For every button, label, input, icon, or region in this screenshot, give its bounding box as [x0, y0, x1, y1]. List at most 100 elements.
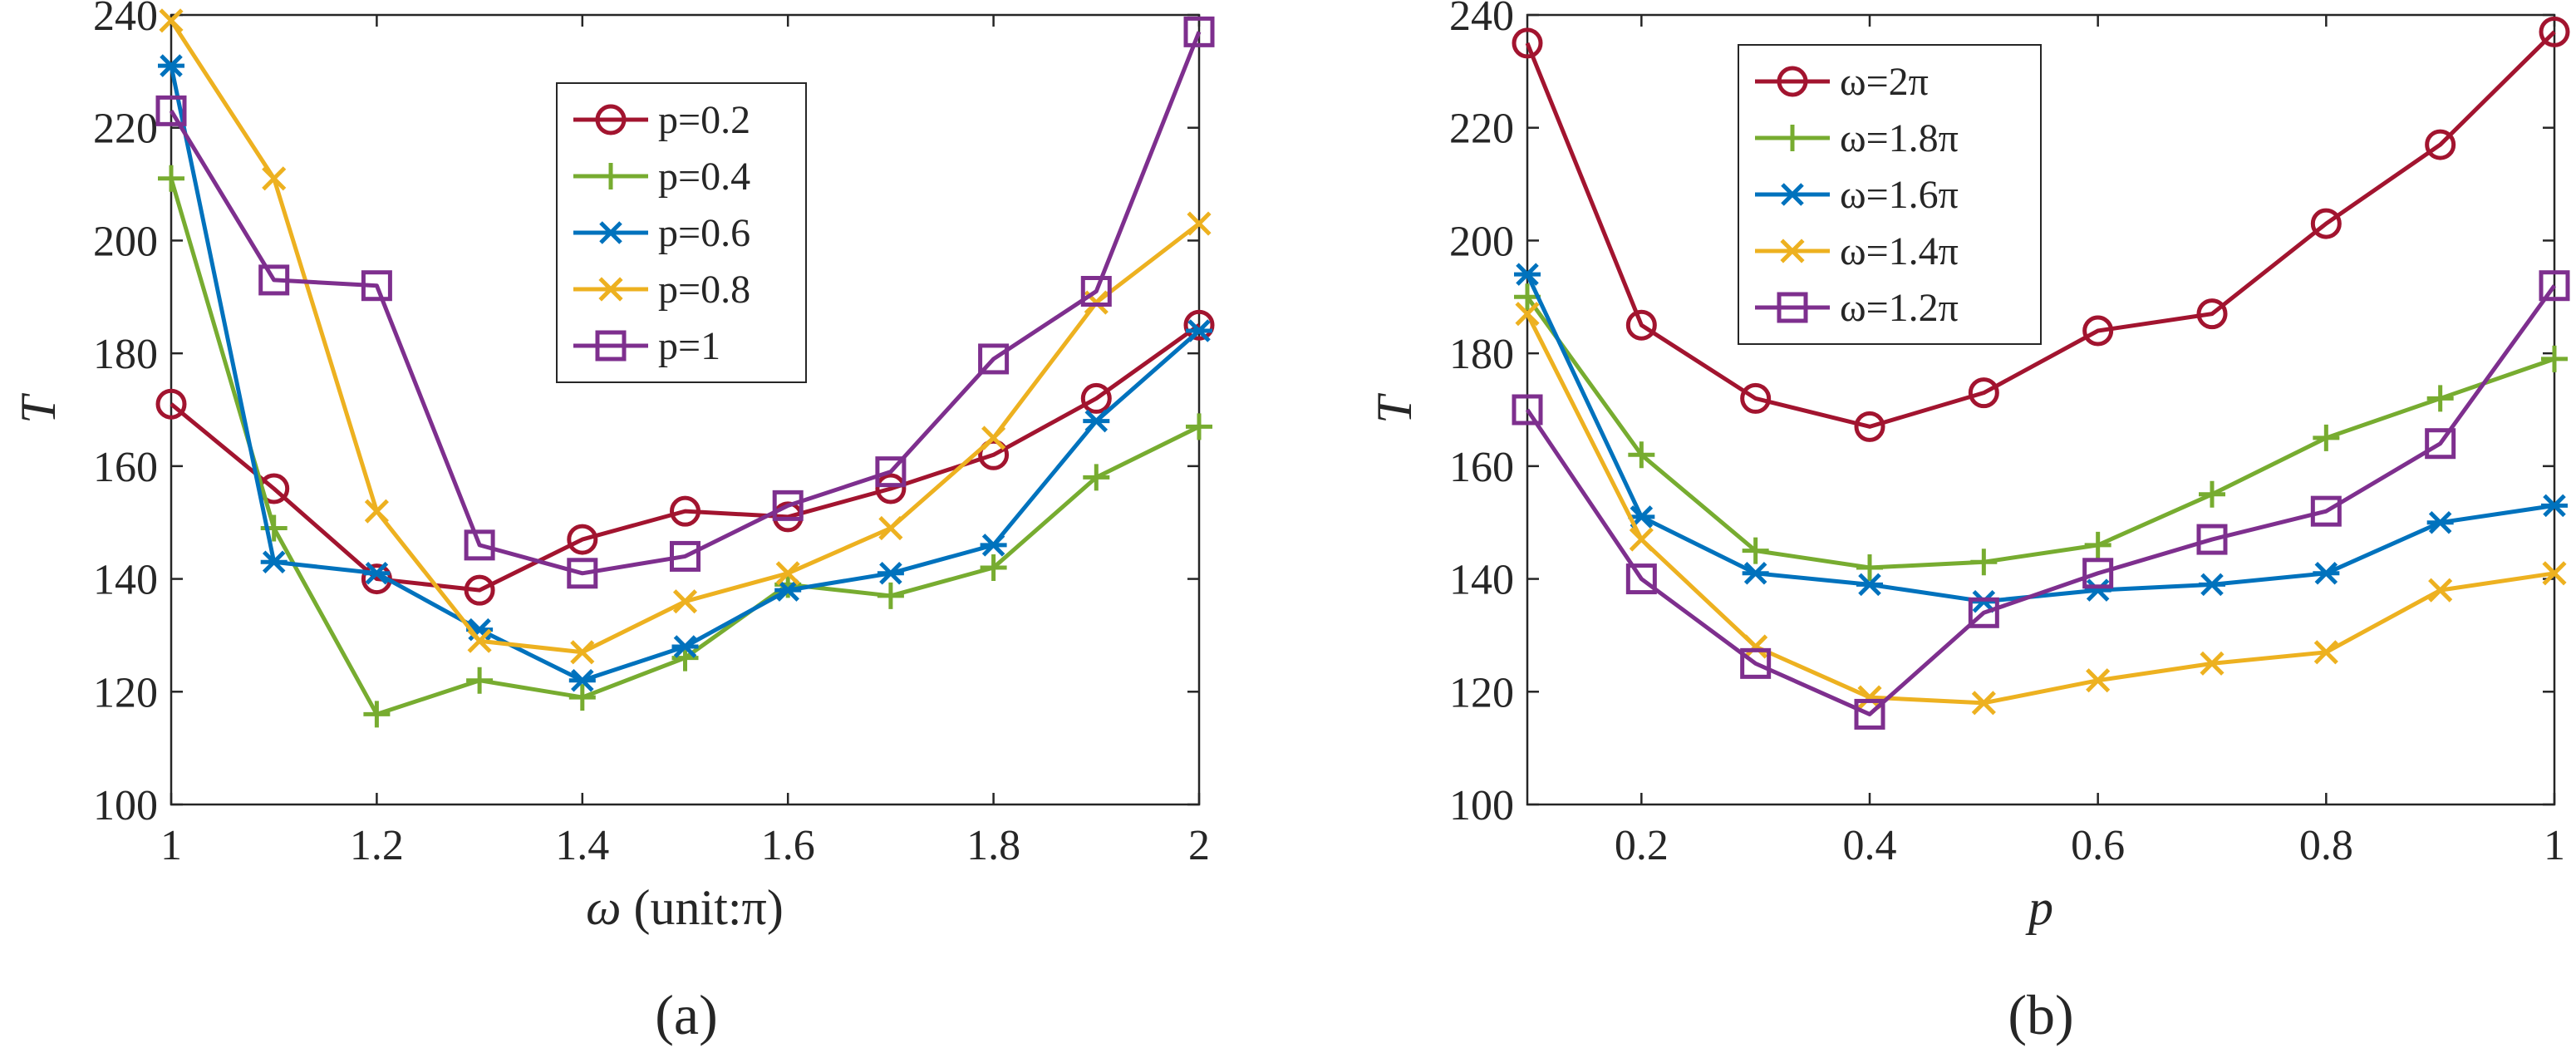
- panel-a-data-point: [980, 554, 1007, 581]
- panel-a-series-4: [159, 8, 1212, 665]
- panel-a-legend-marker: [595, 104, 627, 135]
- panel-b-xtick-label: 1: [2544, 822, 2565, 869]
- panel-a-xtick-label: 1.6: [761, 822, 815, 869]
- panel-b-data-point: [2086, 668, 2111, 693]
- panel-b-data-point: [1968, 377, 1999, 409]
- panel-b-data-point: [2084, 531, 2111, 558]
- panel-b-ytick-label: 100: [1449, 782, 1514, 829]
- panel-b-legend-label: ω=1.8π: [1840, 116, 1959, 160]
- panel-a-data-point: [878, 515, 903, 541]
- panel-a-xtick-label: 1: [160, 822, 182, 869]
- panel-a-legend-marker: [597, 163, 624, 189]
- panel-b-data-point: [1742, 562, 1769, 585]
- panel-b-ytick-label: 220: [1449, 106, 1514, 153]
- panel-a-series-5: [155, 16, 1215, 589]
- panel-a-legend-marker: [598, 277, 623, 302]
- panel-a-data-point: [1186, 319, 1212, 342]
- panel-b-data-point: [2200, 651, 2225, 676]
- panel-a-data-point: [155, 95, 187, 126]
- panel-a-data-point: [978, 439, 1010, 470]
- panel-b-data-point: [2084, 578, 2111, 602]
- panel-b-series-3: [1514, 263, 2568, 613]
- panel-b-data-point: [2082, 315, 2114, 347]
- panel-a-data-point: [570, 640, 595, 665]
- panel-a-data-point: [464, 574, 495, 606]
- panel-a-data-point: [260, 550, 288, 573]
- panel-a-data-point: [672, 589, 698, 614]
- panel-a-data-point: [568, 684, 596, 711]
- panel-b-ylabel: T: [1367, 393, 1422, 424]
- panel-label-b: (b): [2008, 983, 2073, 1046]
- panel-b-data-point: [2313, 562, 2340, 585]
- panel-b-series-line: [1525, 273, 2555, 604]
- panel-a-data-point: [1183, 309, 1215, 341]
- panel-a-xtick-label: 1.8: [966, 822, 1020, 869]
- panel-b-data-point: [1740, 382, 1772, 414]
- panel-a-legend: p=0.2 p=0.4 p=0.6 p=0.8 p=1: [556, 82, 807, 383]
- panel-b-xlabel: p: [2025, 880, 2053, 935]
- panel-a-data-point: [670, 540, 701, 572]
- panel-a-data-point: [1080, 382, 1112, 414]
- panel-b-data-point: [2082, 558, 2114, 589]
- panel-b: 0.2 0.4 0.6 0.8 1 100 120 140 160 180 200 220 240 Tp ω…: [1367, 0, 2570, 935]
- panel-label-a: (a): [655, 983, 717, 1046]
- panel-b-data-point: [2310, 495, 2342, 527]
- panel-b-series-line: [1525, 284, 2557, 716]
- panel-b-data-point: [2539, 270, 2570, 302]
- panel-b-data-point: [1742, 537, 1769, 564]
- panel-a-ytick-label: 200: [93, 218, 158, 265]
- panel-b-data-point: [1854, 411, 1885, 442]
- panel-b-legend-marker: [1779, 183, 1806, 206]
- panel-b-data-point: [2425, 129, 2456, 160]
- panel-b-data-point: [2541, 494, 2568, 518]
- panel-b-data-point: [1856, 554, 1883, 581]
- panel-b-data-point: [1743, 634, 1768, 659]
- panel-a-legend-label: p=1: [658, 324, 720, 368]
- panel-a-data-point: [1183, 16, 1215, 47]
- panel-a-xtick-label: 1.2: [350, 822, 404, 869]
- panel-b-ytick-label: 140: [1449, 557, 1514, 604]
- panel-a-legend-label: p=0.8: [658, 268, 750, 312]
- panel-a-legend-marker: [597, 221, 624, 244]
- panel-a-data-point: [877, 582, 904, 609]
- panel-b-legend-marker: [1777, 292, 1808, 323]
- panel-b-data-point: [2310, 208, 2342, 239]
- panel-b-ytick-label: 200: [1449, 218, 1514, 265]
- panel-a-legend-label: p=0.6: [658, 211, 750, 255]
- panel-a-data-point: [978, 343, 1010, 375]
- panel-a-legend-label: p=0.4: [658, 155, 750, 199]
- panel-b-data-point: [2542, 561, 2567, 586]
- panel-b-series-line: [1525, 312, 2555, 706]
- panel-b-series-line: [1525, 295, 2555, 570]
- panel-a-axes-box: [170, 13, 1201, 806]
- panel-b-legend-label: ω=2π: [1840, 60, 1929, 104]
- panel-a-data-point: [1186, 413, 1212, 440]
- panel-b-ytick-label: 120: [1449, 669, 1514, 716]
- panel-b-xtick-label: 0.2: [1615, 822, 1669, 869]
- panel-b-ytick-label: 160: [1449, 444, 1514, 491]
- panel-a-data-point: [567, 558, 598, 589]
- panel-b-series-line: [1525, 30, 2556, 429]
- panel-a-data-point: [670, 495, 701, 527]
- panel-a-series-3: [158, 54, 1212, 692]
- panel-a-data-point: [981, 426, 1006, 450]
- panel-b-data-point: [2313, 424, 2340, 451]
- panel-b-data-point: [1512, 394, 1543, 426]
- panel-a-series-line: [169, 31, 1202, 576]
- panel-b-data-point: [1854, 698, 1885, 730]
- panel-b-data-point: [2539, 16, 2570, 47]
- panel-a-legend-marker: [595, 330, 627, 362]
- panel-b-data-point: [2541, 345, 2568, 372]
- panel-a-series-line: [170, 323, 1201, 593]
- panel-a-data-point: [158, 54, 184, 77]
- panel-a-data-point: [772, 490, 804, 521]
- panel-a-data-point: [466, 667, 494, 694]
- panel-b-data-point: [1515, 302, 1540, 327]
- panel-b-data-point: [2313, 640, 2338, 665]
- panel-a-data-point: [258, 264, 290, 296]
- panel-a-data-point: [262, 166, 287, 191]
- panel-b-data-point: [1857, 685, 1882, 710]
- panel-b-legend-marker: [1779, 125, 1806, 151]
- panel-b-data-point: [2426, 385, 2454, 412]
